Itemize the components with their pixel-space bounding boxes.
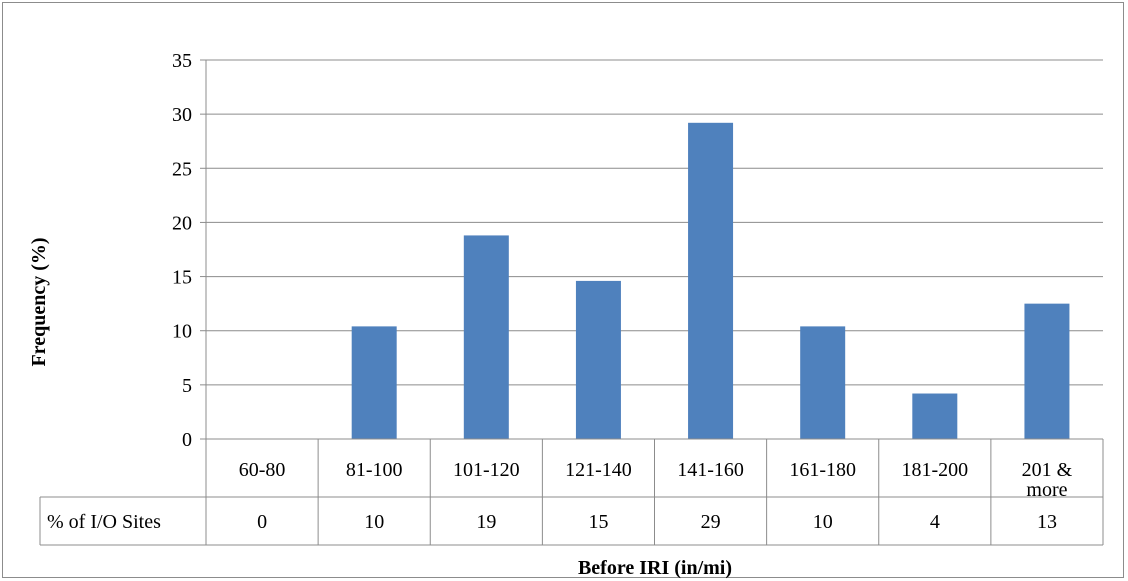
category-label: 60-80	[239, 459, 286, 481]
gridlines	[206, 59, 1103, 386]
y-tick-label: 25	[172, 158, 192, 180]
category-label-line2: more	[1026, 479, 1067, 501]
bar	[463, 235, 509, 439]
table-value: 15	[588, 511, 608, 533]
table-value: 0	[257, 511, 267, 533]
axes	[200, 59, 1103, 440]
category-label: 141-160	[677, 459, 744, 481]
category-label: 101-120	[453, 459, 520, 481]
bar	[351, 326, 397, 439]
category-label: 181-200	[901, 459, 968, 481]
y-tick-label: 15	[172, 267, 192, 289]
y-tick-label: 35	[172, 50, 192, 72]
bar	[800, 326, 846, 439]
y-tick-label: 30	[172, 104, 192, 126]
bar	[575, 280, 621, 439]
table-value: 29	[701, 511, 721, 533]
x-axis-title: Before IRI (in/mi)	[578, 557, 732, 579]
data-table: 60-80 81-100 101-120 121-140 141-160 161-180 1…	[39, 439, 1104, 546]
table-value: 10	[813, 511, 833, 533]
category-label: 121-140	[565, 459, 632, 481]
category-label: 161-180	[789, 459, 856, 481]
bar	[912, 393, 958, 439]
y-tick-label: 0	[182, 429, 192, 451]
category-label: 201 &	[1022, 459, 1073, 481]
table-value: 19	[476, 511, 496, 533]
category-label: 81-100	[346, 459, 403, 481]
table-value: 13	[1037, 511, 1057, 533]
table-value: 4	[930, 511, 940, 533]
y-tick-label: 5	[182, 375, 192, 397]
y-tick-label: 20	[172, 212, 192, 234]
y-axis-title: Frequency (%)	[28, 237, 50, 366]
y-tick-labels: 0 5 10 15 20 25 30 35	[172, 50, 192, 451]
bars	[351, 122, 1070, 439]
bar	[1024, 303, 1070, 439]
y-tick-label: 10	[172, 321, 192, 343]
table-row-label: % of I/O Sites	[47, 511, 161, 533]
bar	[688, 122, 734, 439]
table-value: 10	[364, 511, 384, 533]
